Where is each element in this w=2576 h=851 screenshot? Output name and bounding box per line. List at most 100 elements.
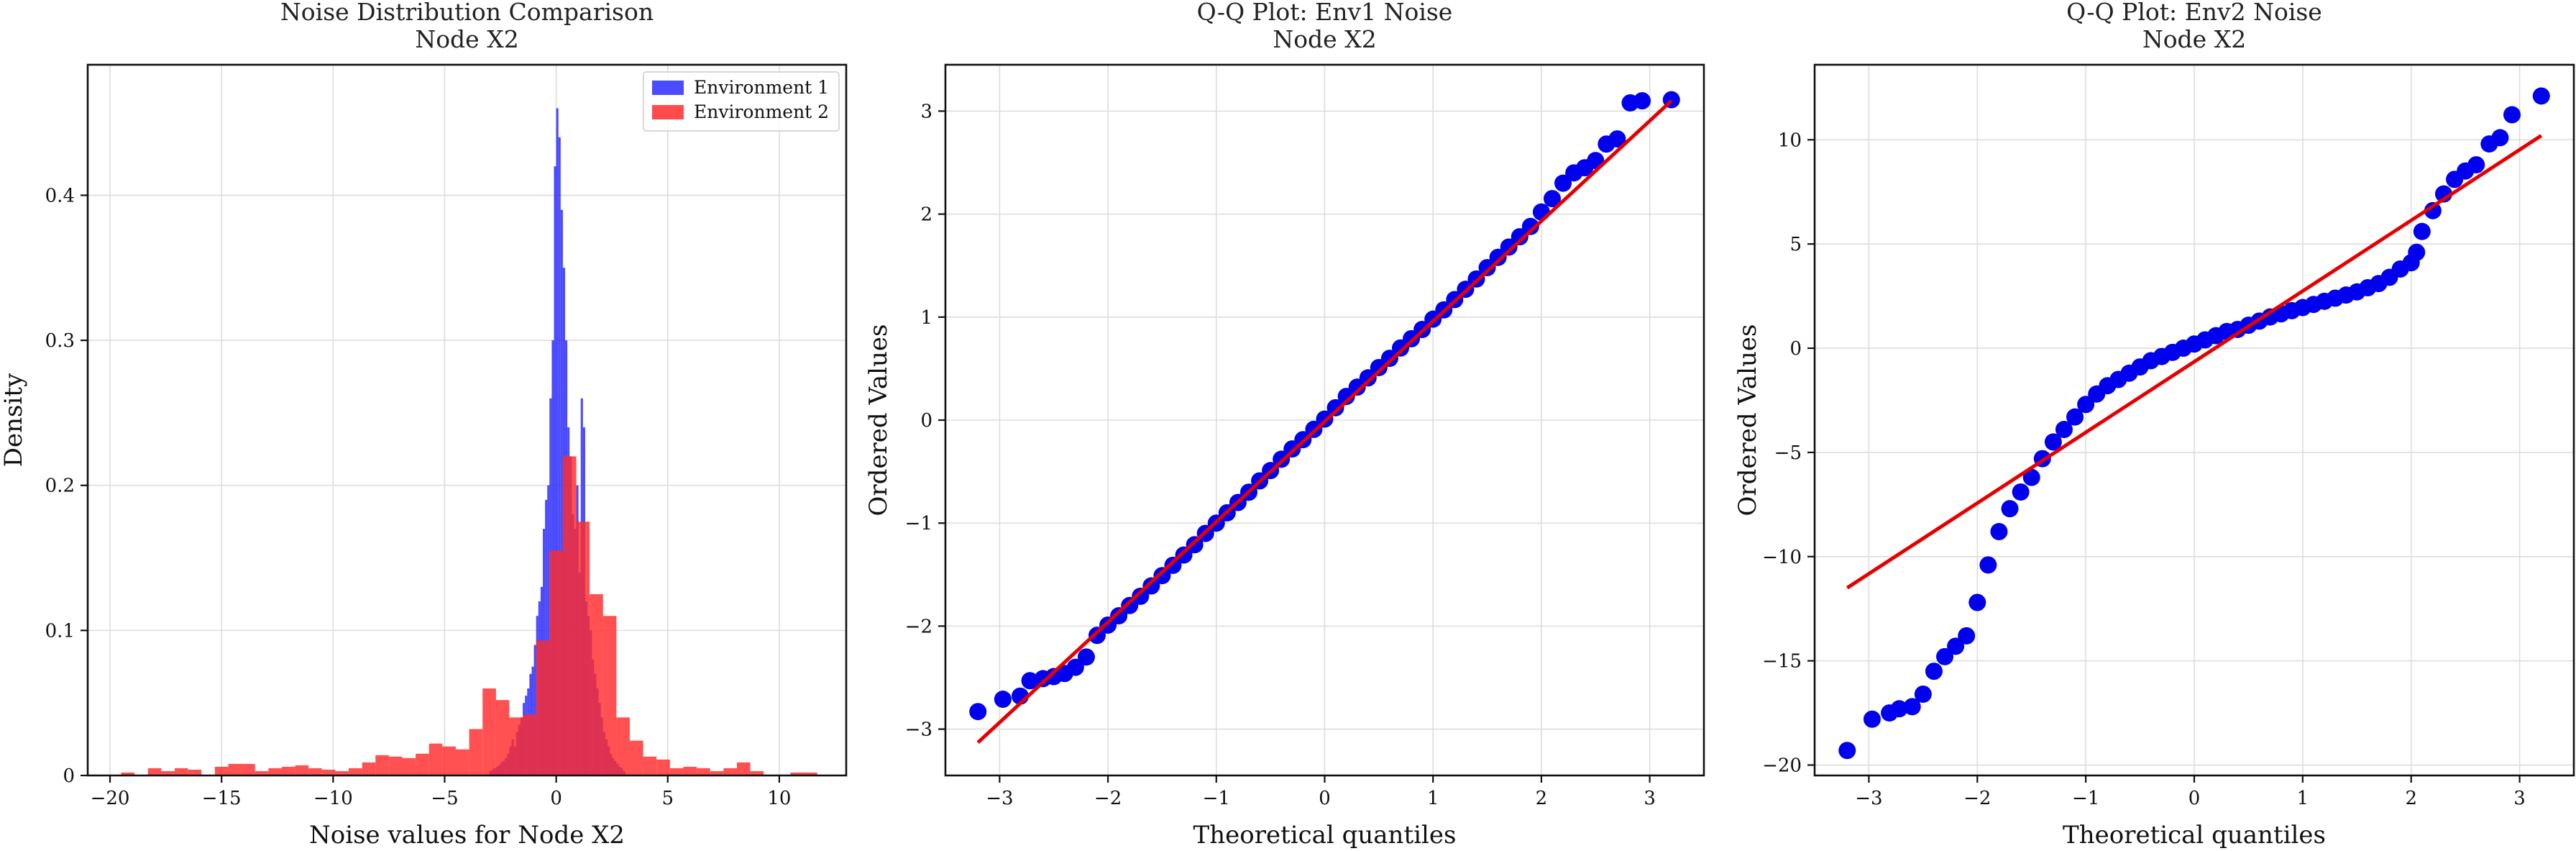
qq-point	[1153, 567, 1171, 585]
legend-swatch	[652, 105, 684, 119]
x-tick-label: 1	[1427, 788, 1439, 809]
qq-point	[1521, 217, 1539, 235]
histogram-bar	[560, 209, 563, 775]
legend-swatch	[652, 81, 684, 95]
legend-box	[643, 71, 840, 132]
y-tick-label: −15	[1762, 651, 1802, 673]
histogram-bar	[469, 729, 483, 775]
y-tick-label: −5	[1774, 442, 1802, 464]
chart-panel-2: −3 −2 −1 0 1 2 3 −3 −2 −1 0 1 2 3 Theoretical quantile…	[864, 0, 1705, 850]
x-tick-label: −3	[986, 788, 1013, 809]
qq-point	[2491, 129, 2509, 147]
histogram-bar	[402, 757, 416, 775]
plot-area	[969, 91, 1680, 745]
histogram-bar	[268, 768, 282, 775]
x-tick-label: −2	[1963, 788, 1991, 809]
y-tick-label: −1	[905, 513, 932, 534]
x-axis-label: Noise values for Node X2	[309, 821, 625, 850]
histogram-bar	[616, 717, 631, 775]
y-axis-label: Density	[0, 373, 28, 467]
histogram-bar	[349, 768, 362, 775]
legend-entry: Environment 1	[694, 77, 829, 98]
qq-point	[2066, 408, 2084, 426]
x-tick-label: 1	[2297, 788, 2309, 809]
histogram-bar	[556, 108, 559, 775]
qq-point	[1077, 648, 1095, 666]
qq-point	[2413, 222, 2431, 240]
qq-point	[2424, 201, 2442, 219]
histogram-bar	[214, 766, 229, 775]
qq-point	[1863, 710, 1881, 728]
qq-point	[2532, 87, 2550, 105]
x-tick-label: −20	[91, 788, 130, 809]
histogram-bar	[255, 770, 269, 775]
histogram-bar	[495, 700, 510, 775]
qq-point	[994, 691, 1012, 709]
histogram-bar	[335, 770, 349, 775]
histogram-bar	[723, 768, 737, 775]
histogram-bar	[790, 772, 805, 775]
qq-point	[1914, 686, 1932, 704]
legend: Environment 1 Environment 2	[643, 71, 840, 132]
qq-point	[1633, 92, 1651, 110]
chart-subtitle-line: Node X2	[415, 25, 518, 53]
qq-point	[2503, 106, 2521, 124]
qq-point	[1968, 593, 1986, 611]
fit-line	[1846, 134, 2543, 590]
qq-points	[1838, 87, 2550, 760]
x-tick-label: 3	[2513, 788, 2526, 809]
qq-point	[1925, 663, 1943, 681]
qq-point	[1066, 658, 1084, 676]
qq-point	[2022, 468, 2040, 486]
series-environment-2	[121, 456, 817, 775]
y-tick-label: 10	[1778, 129, 1802, 151]
grid	[1815, 65, 2574, 775]
histogram-bar	[750, 770, 764, 775]
histogram-bar	[804, 772, 817, 775]
histogram-bar	[710, 770, 724, 775]
histogram-bar	[121, 772, 135, 775]
qq-point	[1132, 587, 1150, 605]
qq-point	[1142, 577, 1160, 595]
qq-point	[1478, 259, 1496, 277]
x-tick-label: 3	[1644, 788, 1656, 809]
qq-point	[2012, 483, 2030, 501]
x-tick-label: 10	[767, 788, 791, 809]
x-tick-label: −5	[431, 788, 458, 809]
histogram-bar	[188, 769, 202, 775]
histogram-bar	[442, 746, 456, 775]
qq-point	[1175, 546, 1193, 564]
chart-subtitle-line: Node X2	[1273, 25, 1376, 53]
qq-point	[1990, 523, 2008, 541]
x-tick-label: −3	[1855, 788, 1882, 809]
qq-point	[1164, 556, 1182, 574]
qq-point	[1554, 174, 1572, 192]
qq-point	[1359, 369, 1377, 387]
qq-point	[1088, 627, 1106, 645]
histogram-bar	[147, 768, 162, 775]
y-tick-label: 0	[920, 410, 932, 432]
histogram-bar	[545, 499, 548, 775]
histogram-bar	[554, 166, 556, 775]
histogram-bar	[558, 137, 561, 775]
y-tick-label: 0.1	[45, 620, 75, 642]
y-tick-label: 3	[920, 101, 932, 122]
x-axis-label: Theoretical quantiles	[1193, 821, 1457, 850]
chart-title-line: Q-Q Plot: Env2 Noise	[2066, 0, 2322, 26]
qq-point	[2055, 421, 2073, 439]
histogram-bar	[547, 485, 550, 775]
x-tick-label: −10	[313, 788, 353, 809]
histogram-bar	[523, 714, 536, 775]
histogram-bar	[697, 768, 710, 775]
y-axis-label: Ordered Values	[1733, 324, 1762, 516]
ticks: −3 −2 −1 0 1 2 3 −3 −2 −1 0 1 2 3	[905, 101, 1656, 809]
chart-title: Q-Q Plot: Env1 Noise Node X2	[1197, 0, 1453, 53]
grid	[88, 65, 846, 776]
y-tick-label: 0.4	[45, 185, 75, 206]
y-tick-label: 1	[920, 307, 932, 329]
histogram-bar	[683, 766, 697, 775]
y-tick-label: −10	[1762, 547, 1802, 568]
y-tick-label: 0.3	[45, 330, 75, 352]
histogram-bar	[602, 616, 617, 775]
